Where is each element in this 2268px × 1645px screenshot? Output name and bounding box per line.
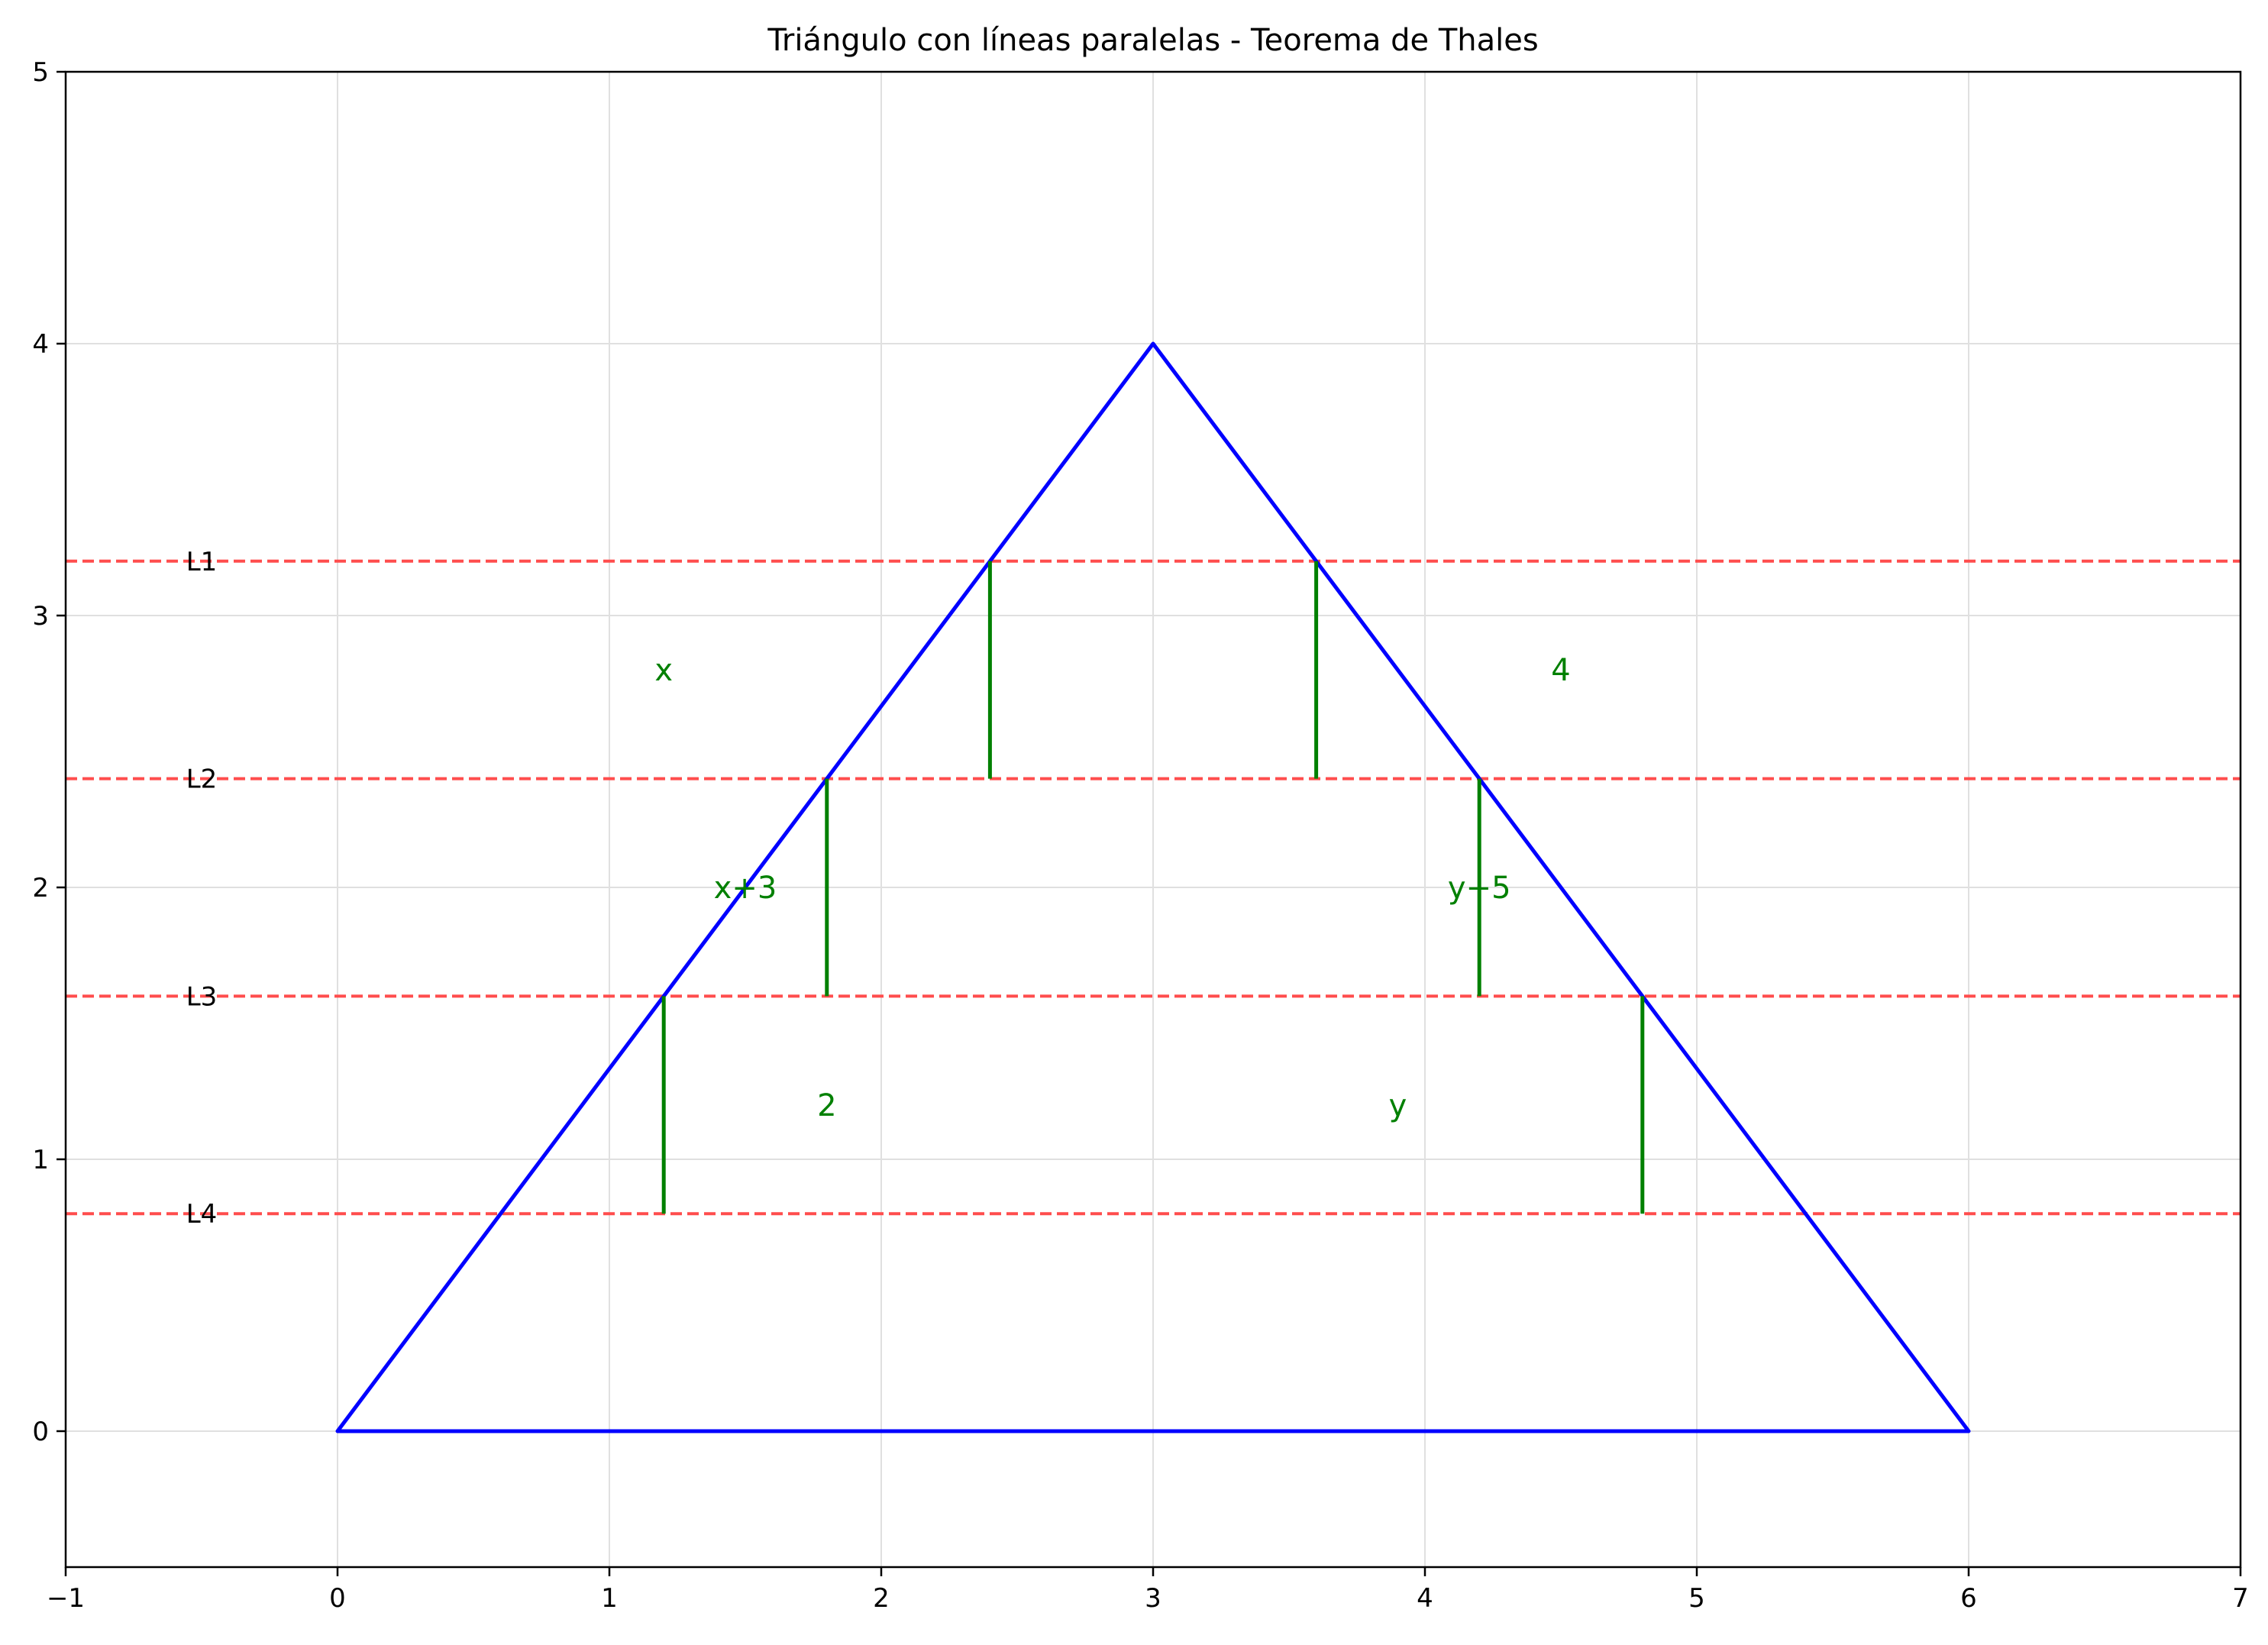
y-tick-label: 0	[32, 1417, 49, 1447]
x-tick-label: −1	[47, 1583, 85, 1614]
segment-label: y	[1389, 1088, 1407, 1123]
x-tick-label: 5	[1688, 1583, 1705, 1614]
x-tick-label: 6	[1960, 1583, 1977, 1614]
x-tick-label: 4	[1417, 1583, 1433, 1614]
y-tick-label: 5	[32, 57, 49, 88]
chart-title: Triángulo con líneas paralelas - Teorema…	[767, 23, 1538, 58]
segment-label: 4	[1551, 653, 1570, 688]
parallel-line-label-l1: L1	[186, 547, 218, 577]
x-tick-label: 2	[873, 1583, 890, 1614]
x-tick-label: 0	[329, 1583, 346, 1614]
y-tick-label: 2	[32, 873, 49, 903]
y-tick-label: 3	[32, 601, 49, 632]
y-tick-label: 1	[32, 1145, 49, 1175]
x-tick-label: 3	[1145, 1583, 1161, 1614]
segment-label: x	[654, 653, 673, 688]
parallel-line-label-l3: L3	[186, 981, 218, 1012]
parallel-line-label-l2: L2	[186, 764, 218, 795]
segment-label: y−5	[1448, 871, 1511, 906]
x-tick-label: 7	[2232, 1583, 2249, 1614]
x-tick-label: 1	[601, 1583, 618, 1614]
segment-label: 2	[817, 1088, 836, 1123]
parallel-line-label-l4: L4	[186, 1199, 218, 1230]
segment-label: x+3	[714, 871, 777, 906]
y-tick-label: 4	[32, 329, 49, 360]
